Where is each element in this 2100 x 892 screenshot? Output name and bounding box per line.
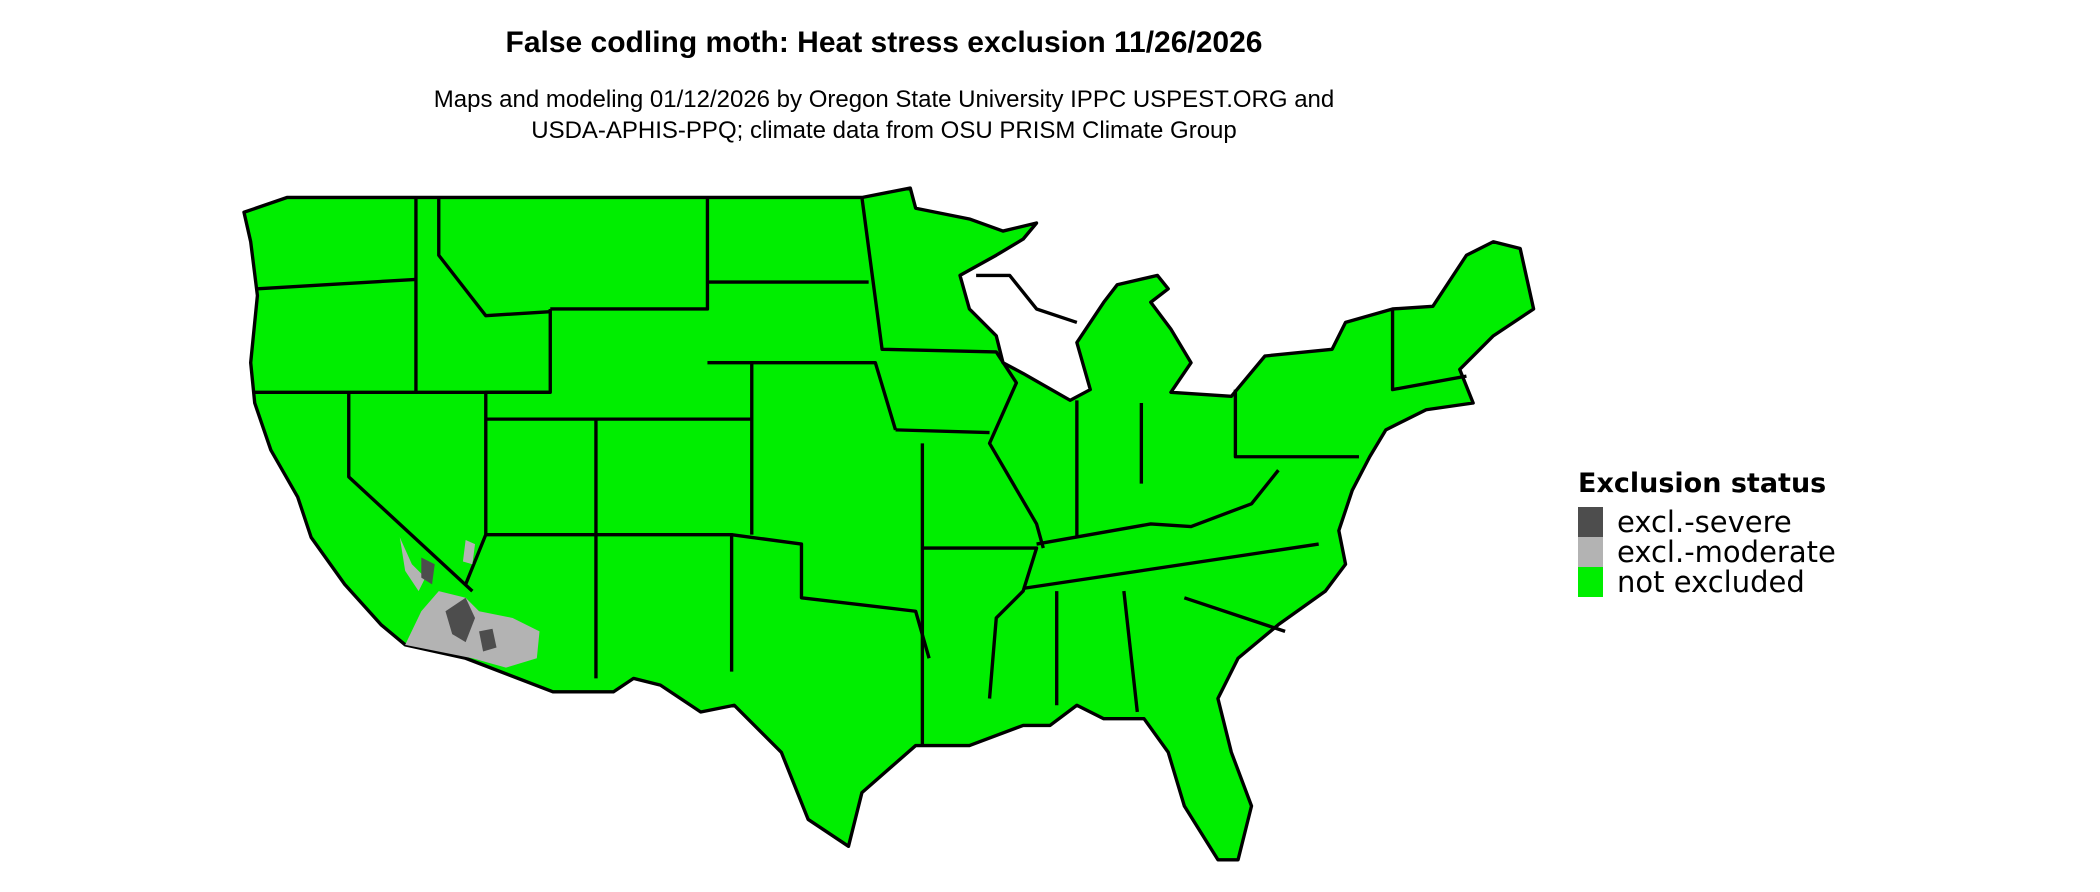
state-borders	[254, 197, 1467, 746]
legend-item-moderate: excl.-moderate	[1578, 535, 1836, 569]
legend-label: excl.-severe	[1617, 505, 1792, 539]
excl-moderate-patch	[399, 537, 426, 592]
excl-moderate-patch	[462, 540, 476, 565]
subtitle-line-2: USDA-APHIS-PPQ; climate data from OSU PR…	[531, 117, 1237, 144]
subtitle-line-1: Maps and modeling 01/12/2026 by Oregon S…	[433, 86, 1335, 113]
map-title: False codling moth: Heat stress exclusio…	[505, 26, 1263, 59]
legend-swatch-moderate	[1578, 537, 1603, 567]
excl-severe-patch	[479, 628, 497, 652]
excl-moderate-patch	[405, 591, 540, 668]
exclusion-patches	[399, 537, 540, 668]
map-subtitle: Maps and modeling 01/12/2026 by Oregon S…	[0, 84, 1768, 146]
legend-label: not excluded	[1617, 565, 1805, 599]
legend-item-not-excluded: not excluded	[1578, 565, 1836, 599]
legend-label: excl.-moderate	[1617, 535, 1836, 569]
legend-title: Exclusion status	[1578, 468, 1827, 499]
excl-severe-patch	[445, 597, 476, 643]
legend-swatch-not-excluded	[1578, 567, 1603, 597]
legend-item-severe: excl.-severe	[1578, 505, 1836, 539]
conus-not-excluded-area	[242, 186, 1536, 862]
legend-swatch-severe	[1578, 507, 1603, 537]
legend: Exclusion status excl.-severe excl.-mode…	[1578, 468, 1836, 599]
excl-severe-patch	[421, 557, 435, 585]
